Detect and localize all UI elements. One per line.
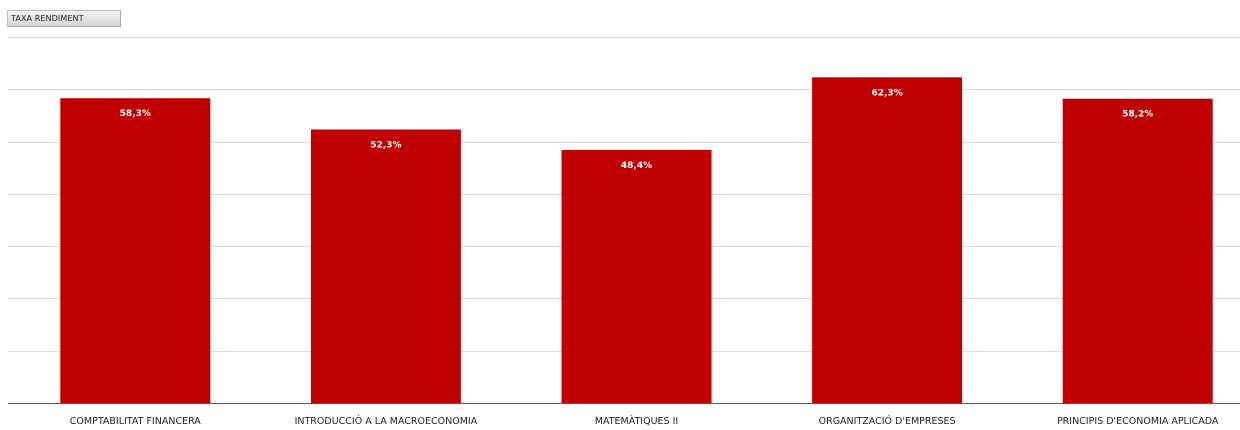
bars <box>60 77 1213 404</box>
bar[interactable] <box>1062 98 1213 403</box>
bar[interactable] <box>561 149 712 403</box>
data-labels: 58,3% 52,3% 48,4% 62,3% 58,2% <box>120 88 1154 171</box>
category-label: PRINCIPIS D'ECONOMIA APLICADA <box>1057 416 1219 427</box>
category-label: INTRODUCCIÓ A LA MACROECONOMIA <box>295 415 478 427</box>
bar[interactable] <box>60 98 211 403</box>
category-label: COMPTABILITAT FINANCERA <box>70 416 201 427</box>
data-label: 48,4% <box>621 161 652 171</box>
category-label: MATEMÀTIQUES II <box>595 415 678 427</box>
data-label: 52,3% <box>370 141 401 151</box>
bar[interactable] <box>812 77 963 404</box>
gridlines <box>8 37 1240 352</box>
category-label: ORGANITZACIÓ D'EMPRESES <box>819 415 956 427</box>
data-label: 62,3% <box>871 88 902 98</box>
data-label: 58,3% <box>120 109 151 119</box>
data-label: 58,2% <box>1122 110 1153 120</box>
category-labels: COMPTABILITAT FINANCERA INTRODUCCIÓ A LA … <box>70 415 1219 427</box>
field-button-taxa-rendiment[interactable]: TAXA RENDIMENT <box>7 10 121 27</box>
bar[interactable] <box>310 129 461 404</box>
